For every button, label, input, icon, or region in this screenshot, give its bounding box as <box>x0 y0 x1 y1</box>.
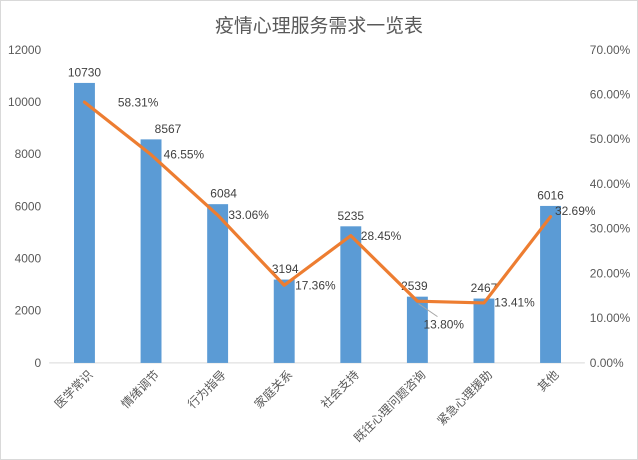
right-axis-tick-label: 50.00% <box>590 132 631 146</box>
bar[interactable] <box>473 298 495 363</box>
right-axis-tick-label: 20.00% <box>590 266 631 280</box>
left-axis-tick-label: 12000 <box>8 43 42 57</box>
line-percent-label: 13.41% <box>494 296 535 310</box>
bar-value-label: 6084 <box>210 187 237 201</box>
bar-value-label: 10730 <box>68 65 102 79</box>
bar-value-label: 8567 <box>155 122 182 136</box>
left-axis-tick-label: 6000 <box>15 199 42 213</box>
bar-value-label: 3194 <box>272 262 299 276</box>
right-axis-tick-label: 40.00% <box>590 177 631 191</box>
trend-line[interactable] <box>82 100 553 305</box>
right-axis-tick-label: 70.00% <box>590 43 631 57</box>
bar[interactable] <box>340 226 362 363</box>
bar-value-label: 5235 <box>338 209 365 223</box>
left-axis-tick-label: 2000 <box>15 304 42 318</box>
x-axis-category-label: 家庭关系 <box>251 367 295 411</box>
line-percent-label: 13.80% <box>424 318 465 332</box>
left-axis-tick-label: 4000 <box>15 252 42 266</box>
bar[interactable] <box>207 204 229 363</box>
line-percent-label: 17.36% <box>295 279 336 293</box>
x-axis-category-label: 其他 <box>535 368 562 395</box>
line-percent-label: 28.45% <box>361 229 402 243</box>
x-axis-category-label: 情绪调节 <box>118 368 162 412</box>
x-axis-category-label: 既往心理问题咨询 <box>350 367 428 445</box>
left-axis-tick-label: 10000 <box>8 95 42 109</box>
left-axis-tick-label: 0 <box>35 356 42 370</box>
right-axis-tick-label: 60.00% <box>590 88 631 102</box>
x-axis-category-label: 社会支持 <box>317 367 361 411</box>
bar[interactable] <box>540 205 562 363</box>
x-axis-category-label: 行为指导 <box>184 367 228 411</box>
bar[interactable] <box>406 296 428 363</box>
x-axis-category-label: 紧急心理援助 <box>434 367 495 428</box>
line-percent-label: 58.31% <box>118 96 159 110</box>
chart-title[interactable]: 疫情心理服务需求一览表 <box>215 15 423 37</box>
bar[interactable] <box>74 82 95 363</box>
left-axis-tick-label: 8000 <box>15 147 42 161</box>
line-percent-label: 46.55% <box>164 147 205 161</box>
right-axis-tick-label: 30.00% <box>590 222 631 236</box>
line-percent-label: 32.69% <box>555 204 596 218</box>
x-axis-category-label: 医学常识 <box>51 367 95 411</box>
bar[interactable] <box>273 279 295 363</box>
line-percent-label: 33.06% <box>228 208 269 222</box>
right-axis-tick-label: 0.00% <box>590 356 624 370</box>
leader-line <box>418 303 438 318</box>
bar[interactable] <box>140 139 162 363</box>
bar-value-label: 6016 <box>537 188 564 202</box>
right-axis-tick-label: 10.00% <box>590 311 631 325</box>
